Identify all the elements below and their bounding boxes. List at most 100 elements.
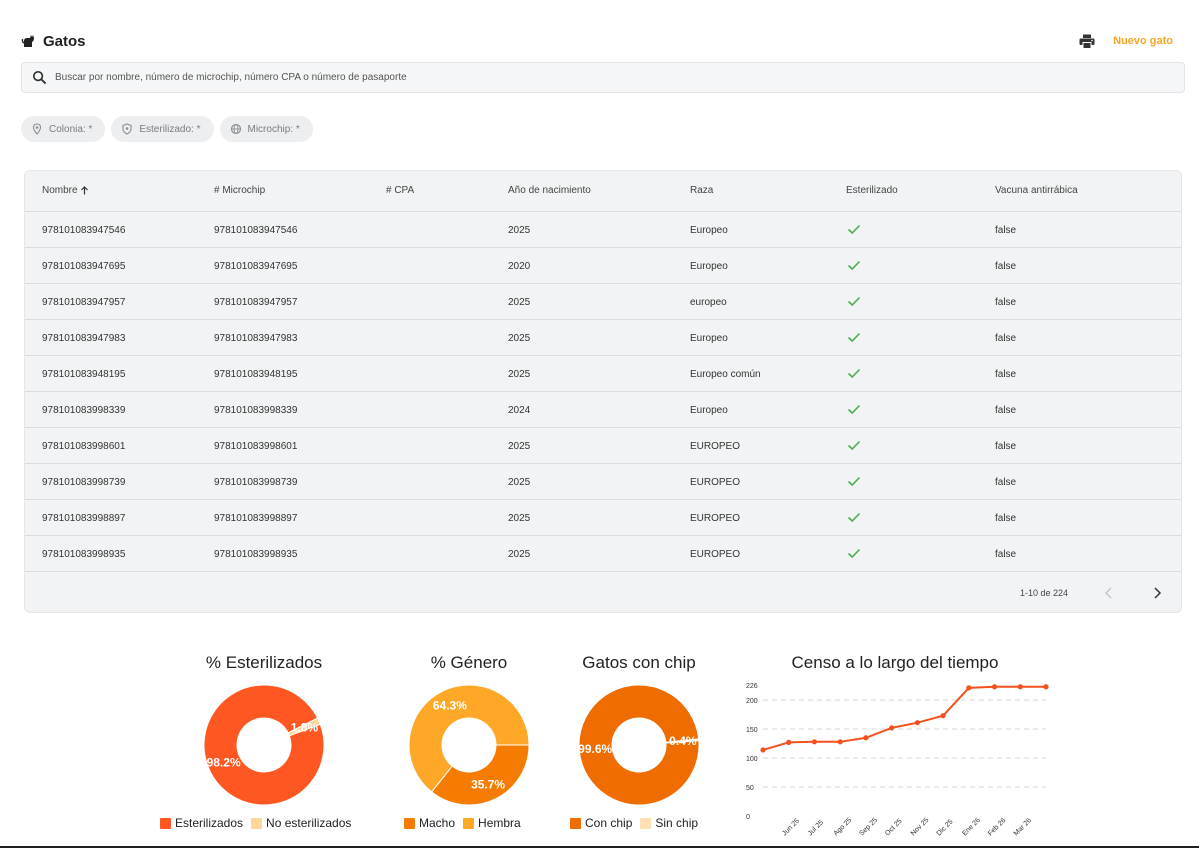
next-page-button[interactable] [1150, 586, 1164, 600]
table-cell-vacuna: false [995, 333, 1017, 344]
chart-genero-legend: Macho Hembra [404, 816, 529, 830]
filter-chips: Colonia: * Esterilizado: * Microchip: * [21, 116, 313, 142]
table-cell-microchip: 978101083998339 [214, 405, 298, 416]
column-header-vacuna[interactable]: Vacuna antirrábica [995, 185, 1078, 196]
x-tick-label: Feb 26 [987, 817, 1007, 837]
table-row[interactable]: 978101083998601 978101083998601 2025 EUROPE… [25, 428, 1181, 464]
table-cell-vacuna: false [995, 225, 1017, 236]
table-cell-vacuna: false [995, 369, 1017, 380]
table-cell-anio: 2024 [508, 405, 531, 416]
legend-swatch [463, 817, 475, 829]
data-point [863, 735, 869, 741]
column-header-nombre[interactable]: Nombre [42, 185, 89, 196]
pagination-count: 1-10 de 224 [1020, 588, 1069, 598]
pie-value-label: 64.3% [433, 698, 467, 712]
pie-slice-esterilizados [203, 684, 325, 806]
column-header-esterilizado[interactable]: Esterilizado [846, 185, 898, 196]
previous-page-button[interactable] [1102, 586, 1116, 600]
table-cell-anio: 2025 [508, 441, 531, 452]
new-cat-button[interactable]: Nuevo gato [1113, 35, 1173, 47]
page-title: Gatos [43, 32, 86, 50]
data-point [940, 713, 946, 719]
pie-value-label: 98.2% [207, 755, 241, 769]
table-row[interactable]: 978101083947983 978101083947983 2025 Europe… [25, 320, 1181, 356]
data-point [760, 747, 766, 753]
filter-esterilizado-label: Esterilizado: * [139, 123, 201, 135]
column-header-cpa[interactable]: # CPA [386, 185, 414, 196]
table-cell-microchip: 978101083947957 [214, 297, 298, 308]
table-cell-raza: EUROPEO [690, 513, 741, 524]
y-tick-label: 200 [746, 698, 758, 705]
print-button[interactable] [1077, 31, 1097, 51]
table-cell-vacuna: false [995, 513, 1017, 524]
legend-item: Hembra [463, 816, 521, 830]
cat-icon [21, 33, 37, 49]
print-icon [1079, 34, 1095, 49]
legend-label: Macho [419, 816, 456, 830]
table-row[interactable]: 978101083998935 978101083998935 2025 EUROPE… [25, 536, 1181, 572]
table-row[interactable]: 978101083998339 978101083998339 2024 Europe… [25, 392, 1181, 428]
column-header-esterilizado-label: Esterilizado [846, 185, 898, 196]
pie-value-label: 1.8% [291, 721, 319, 735]
table-cell-raza: Europeo común [690, 369, 761, 380]
table-cell-anio: 2020 [508, 261, 531, 272]
column-header-microchip[interactable]: # Microchip [214, 185, 265, 196]
bottom-edge [0, 846, 1199, 848]
check-icon [847, 366, 861, 380]
table-cell-vacuna: false [995, 549, 1017, 560]
table-cell-raza: EUROPEO [690, 549, 741, 560]
data-point [991, 684, 998, 690]
filter-esterilizado[interactable]: Esterilizado: * [111, 116, 214, 142]
pie-slice-hembra [408, 684, 530, 793]
table-row[interactable]: 978101083948195 978101083948195 2025 Europe… [25, 356, 1181, 392]
table-row[interactable]: 978101083998739 978101083998739 2025 EUROPE… [25, 464, 1181, 500]
table-cell-vacuna: false [995, 477, 1017, 488]
table-cell-microchip: 978101083998739 [214, 477, 298, 488]
column-header-anio[interactable]: Año de nacimiento [508, 185, 591, 196]
check-icon [847, 546, 861, 560]
table-cell-anio: 2025 [508, 549, 531, 560]
filter-microchip[interactable]: Microchip: * [219, 116, 313, 142]
search-input[interactable] [55, 72, 1155, 83]
table-cell-nombre: 978101083947983 [42, 333, 126, 344]
pie-slice-sin-chip [665, 738, 700, 744]
table-row[interactable]: 978101083947695 978101083947695 2020 Europe… [25, 248, 1181, 284]
chevron-left-icon [1104, 587, 1112, 599]
x-tick-label: Jun 25 [781, 818, 801, 838]
y-tick-label: 226 [746, 683, 758, 690]
table-row[interactable]: 978101083998897 978101083998897 2025 EUROPE… [25, 500, 1181, 536]
chart-chip-title: Gatos con chip [582, 653, 696, 672]
legend-item: No esterilizados [251, 816, 351, 830]
legend-item: Macho [404, 816, 455, 830]
data-point [966, 685, 972, 691]
chart-chip: 99.6% 0.4% [578, 684, 700, 806]
x-tick-label: Nov 25 [910, 817, 931, 838]
y-tick-label: 100 [746, 756, 758, 763]
filter-colonia[interactable]: Colonia: * [21, 116, 106, 142]
column-header-raza[interactable]: Raza [690, 185, 713, 196]
table-cell-anio: 2025 [508, 477, 531, 488]
table-cell-microchip: 978101083998897 [214, 513, 298, 524]
x-tick-label: Sep 25 [858, 817, 879, 838]
chart-esterilizados-legend: Esterilizados No esterilizados [160, 816, 359, 830]
y-tick-label: 50 [746, 785, 754, 792]
pagination: 1-10 de 224 [25, 572, 1181, 614]
x-tick-label: Ago 25 [833, 817, 854, 838]
column-header-vacuna-label: Vacuna antirrábica [995, 185, 1078, 196]
column-header-raza-label: Raza [690, 185, 714, 196]
legend-item: Sin chip [640, 816, 698, 830]
search-bar[interactable] [21, 62, 1185, 93]
column-header-microchip-label: # Microchip [214, 185, 266, 196]
check-icon [847, 294, 861, 308]
table-row[interactable]: 978101083947957 978101083947957 2025 europe… [25, 284, 1181, 320]
table-cell-microchip: 978101083947695 [214, 261, 298, 272]
sort-ascending-icon [80, 186, 89, 195]
table-cell-nombre: 978101083998897 [42, 513, 126, 524]
check-icon [847, 258, 861, 272]
table-cell-nombre: 978101083947957 [42, 297, 126, 308]
table-row[interactable]: 978101083947546 978101083947546 2025 Europe… [25, 212, 1181, 248]
table-header: Nombre # Microchip # CPA Año de nacimien… [25, 171, 1181, 212]
legend-swatch [404, 817, 415, 829]
legend-item: Esterilizados [160, 816, 243, 830]
location-pin-icon [31, 123, 43, 135]
